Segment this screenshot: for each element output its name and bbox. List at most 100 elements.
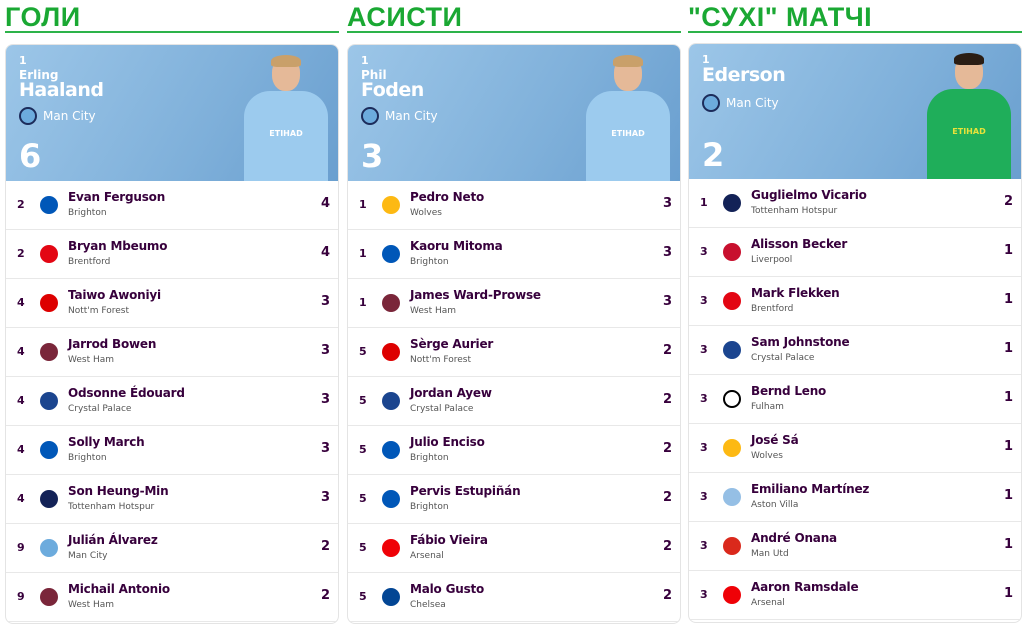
player-name[interactable]: José Sá	[751, 433, 799, 447]
club-badge-icon	[382, 490, 400, 508]
table-row[interactable]: 5 Pervis Estupiñán Brighton 2	[348, 475, 680, 524]
player-name[interactable]: Bryan Mbeumo	[68, 239, 168, 253]
club-name: Brighton	[410, 453, 449, 463]
table-row[interactable]: 3 Bernd Leno Fulham 1	[689, 375, 1021, 424]
table-row[interactable]: 1 Guglielmo Vicario Tottenham Hotspur 2	[689, 179, 1021, 228]
table-row[interactable]: 3 Mark Flekken Brentford 1	[689, 277, 1021, 326]
table-row[interactable]: 4 Taiwo Awoniyi Nott'm Forest 3	[6, 279, 338, 328]
table-row[interactable]: 1 Pedro Neto Wolves 3	[348, 181, 680, 230]
row-rank: 3	[700, 539, 708, 552]
player-name[interactable]: Malo Gusto	[410, 582, 485, 596]
table-row[interactable]: 3 Aaron Ramsdale Arsenal 1	[689, 571, 1021, 620]
table-row[interactable]: 2 Evan Ferguson Brighton 4	[6, 181, 338, 230]
player-name[interactable]: Taiwo Awoniyi	[68, 288, 161, 302]
club-name: Crystal Palace	[68, 404, 132, 414]
table-row[interactable]: 1 James Ward-Prowse West Ham 3	[348, 279, 680, 328]
player-name[interactable]: Emiliano Martínez	[751, 482, 870, 496]
leader-hero[interactable]: 1 Ederson Man City 2 ETIHAD	[689, 44, 1021, 179]
club-name: Brighton	[410, 257, 449, 267]
leader-first-name: Phil	[361, 68, 387, 82]
table-row[interactable]: 4 Odsonne Édouard Crystal Palace 3	[6, 377, 338, 426]
title-divider	[688, 31, 1022, 33]
stat-value: 3	[662, 245, 672, 260]
stat-value: 1	[1003, 292, 1013, 307]
panel-assists: АСИСТИ 1 Phil Foden Man City 3 ETIHAD 1 …	[347, 0, 681, 624]
row-rank: 5	[359, 590, 367, 603]
table-row[interactable]: 5 Sèrge Aurier Nott'm Forest 2	[348, 328, 680, 377]
table-row[interactable]: 3 Sam Johnstone Crystal Palace 1	[689, 326, 1021, 375]
stat-value: 4	[320, 196, 330, 211]
leader-club: Man City	[702, 94, 779, 112]
leader-hero[interactable]: 1 Phil Foden Man City 3 ETIHAD	[348, 45, 680, 181]
table-row[interactable]: 5 Malo Gusto Chelsea 2	[348, 573, 680, 622]
leader-club-name: Man City	[385, 109, 438, 123]
club-name: Arsenal	[410, 551, 444, 561]
row-rank: 4	[17, 345, 25, 358]
player-name[interactable]: Pedro Neto	[410, 190, 485, 204]
stat-value: 1	[1003, 390, 1013, 405]
player-name[interactable]: Bernd Leno	[751, 384, 827, 398]
player-name[interactable]: Odsonne Édouard	[68, 386, 185, 400]
player-name[interactable]: Son Heung-Min	[68, 484, 169, 498]
club-badge-icon	[382, 441, 400, 459]
table-row[interactable]: 9 Michail Antonio West Ham 2	[6, 573, 338, 622]
row-rank: 3	[700, 588, 708, 601]
club-name: Crystal Palace	[410, 404, 474, 414]
row-rank: 3	[700, 245, 708, 258]
player-name[interactable]: Julián Álvarez	[68, 533, 158, 547]
table-row[interactable]: 3 Emiliano Martínez Aston Villa 1	[689, 473, 1021, 522]
table-row[interactable]: 5 Jordan Ayew Crystal Palace 2	[348, 377, 680, 426]
table-row[interactable]: 5 Julio Enciso Brighton 2	[348, 426, 680, 475]
player-name[interactable]: Alisson Becker	[751, 237, 848, 251]
table-row[interactable]: 3 Alisson Becker Liverpool 1	[689, 228, 1021, 277]
club-badge-icon	[40, 392, 58, 410]
row-rank: 3	[700, 392, 708, 405]
row-rank: 5	[359, 541, 367, 554]
stat-value: 3	[662, 196, 672, 211]
club-badge-icon	[40, 441, 58, 459]
table-row[interactable]: 4 Son Heung-Min Tottenham Hotspur 3	[6, 475, 338, 524]
stat-value: 1	[1003, 243, 1013, 258]
stat-value: 2	[320, 539, 330, 554]
player-name[interactable]: James Ward-Prowse	[410, 288, 541, 302]
player-name[interactable]: Solly March	[68, 435, 145, 449]
player-name[interactable]: Guglielmo Vicario	[751, 188, 867, 202]
player-name[interactable]: Aaron Ramsdale	[751, 580, 859, 594]
leader-club-name: Man City	[43, 109, 96, 123]
table-row[interactable]: 4 Solly March Brighton 3	[6, 426, 338, 475]
man-city-crest-icon	[702, 94, 720, 112]
table-row[interactable]: 3 André Onana Man Utd 1	[689, 522, 1021, 571]
title-divider	[347, 31, 681, 33]
player-name[interactable]: André Onana	[751, 531, 837, 545]
player-name[interactable]: Evan Ferguson	[68, 190, 166, 204]
player-name[interactable]: Kaoru Mitoma	[410, 239, 503, 253]
panel-title: АСИСТИ	[347, 2, 463, 32]
row-rank: 4	[17, 443, 25, 456]
club-name: Man Utd	[751, 549, 789, 559]
player-name[interactable]: Fábio Vieira	[410, 533, 488, 547]
player-name[interactable]: Jarrod Bowen	[68, 337, 157, 351]
leader-hero[interactable]: 1 Erling Haaland Man City 6 ETIHAD	[6, 45, 338, 181]
kit-sponsor: ETIHAD	[269, 129, 303, 138]
table-row[interactable]: 3 José Sá Wolves 1	[689, 424, 1021, 473]
table-row[interactable]: 9 Julián Álvarez Man City 2	[6, 524, 338, 573]
stat-value: 3	[320, 441, 330, 456]
table-row[interactable]: 2 Bryan Mbeumo Brentford 4	[6, 230, 338, 279]
table-row[interactable]: 4 Jarrod Bowen West Ham 3	[6, 328, 338, 377]
leader-first-name: Erling	[19, 68, 59, 82]
stat-value: 1	[1003, 537, 1013, 552]
stat-value: 3	[320, 294, 330, 309]
player-name[interactable]: Sam Johnstone	[751, 335, 850, 349]
player-name[interactable]: Jordan Ayew	[410, 386, 492, 400]
table-row[interactable]: 1 Kaoru Mitoma Brighton 3	[348, 230, 680, 279]
club-badge-icon	[723, 194, 741, 212]
leader-last-name: Ederson	[702, 64, 786, 86]
player-name[interactable]: Julio Enciso	[410, 435, 485, 449]
club-badge-icon	[382, 588, 400, 606]
player-name[interactable]: Sèrge Aurier	[410, 337, 494, 351]
player-photo: ETIHAD	[582, 55, 674, 181]
table-row[interactable]: 5 Fábio Vieira Arsenal 2	[348, 524, 680, 573]
player-name[interactable]: Pervis Estupiñán	[410, 484, 521, 498]
player-name[interactable]: Michail Antonio	[68, 582, 170, 596]
player-name[interactable]: Mark Flekken	[751, 286, 840, 300]
